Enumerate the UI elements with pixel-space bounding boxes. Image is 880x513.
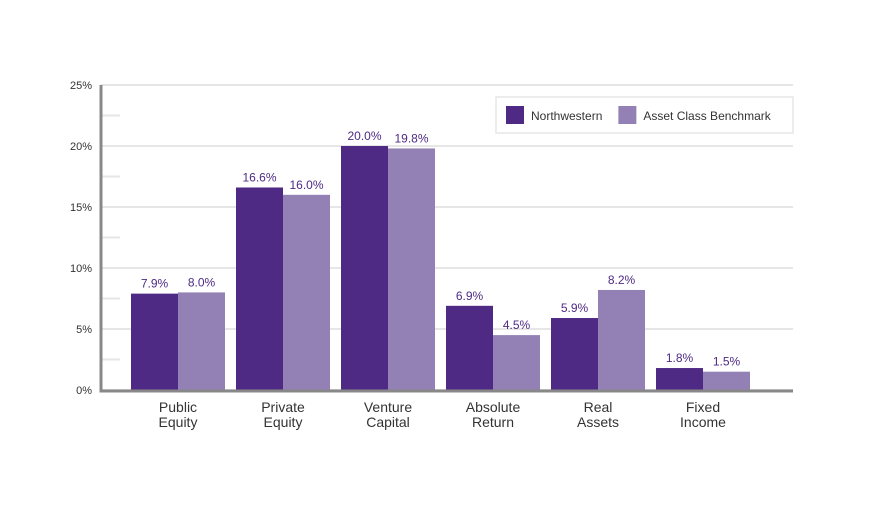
x-tick-label: Capital — [366, 414, 410, 430]
y-tick-label: 5% — [76, 324, 92, 336]
bar — [131, 293, 178, 390]
data-label: 5.9% — [561, 301, 589, 315]
legend-label: Northwestern — [531, 109, 602, 123]
legend-swatch — [506, 106, 524, 124]
x-tick-label: Fixed — [686, 399, 720, 415]
data-label: 1.5% — [713, 355, 741, 369]
bar — [178, 292, 225, 390]
bar — [446, 305, 493, 390]
data-label: 6.9% — [456, 289, 484, 303]
bar — [236, 187, 283, 390]
bar — [656, 368, 703, 390]
bar — [598, 289, 645, 390]
bar — [703, 371, 750, 390]
data-label: 7.9% — [141, 277, 169, 291]
y-tick-label: 0% — [76, 385, 92, 397]
data-label: 1.8% — [666, 351, 694, 365]
x-tick-label: Absolute — [466, 399, 521, 415]
bar — [493, 335, 540, 390]
x-tick-label: Private — [261, 399, 305, 415]
y-tick-label: 15% — [70, 202, 92, 214]
data-label: 19.8% — [394, 131, 428, 145]
bar — [283, 194, 330, 390]
x-tick-label: Public — [159, 399, 197, 415]
data-label: 16.6% — [242, 170, 276, 184]
y-tick-label: 25% — [70, 80, 92, 92]
legend — [495, 96, 794, 134]
data-label: 20.0% — [347, 129, 381, 143]
bar — [388, 148, 435, 390]
bar — [341, 146, 388, 390]
x-tick-label: Return — [472, 414, 514, 430]
x-tick-label: Equity — [159, 414, 198, 430]
y-tick-label: 20% — [70, 141, 92, 153]
legend-swatch — [618, 106, 637, 124]
x-tick-label: Venture — [364, 399, 412, 415]
bar — [551, 318, 598, 390]
data-label: 4.5% — [503, 318, 531, 332]
x-tick-label: Real — [584, 399, 613, 415]
x-tick-label: Assets — [577, 414, 619, 430]
legend-label: Asset Class Benchmark — [643, 109, 771, 123]
data-label: 16.0% — [289, 178, 323, 192]
x-tick-label: Income — [680, 414, 726, 430]
x-tick-label: Equity — [264, 414, 303, 430]
data-label: 8.2% — [608, 273, 636, 287]
y-tick-label: 10% — [70, 263, 92, 275]
data-label: 8.0% — [188, 275, 216, 289]
